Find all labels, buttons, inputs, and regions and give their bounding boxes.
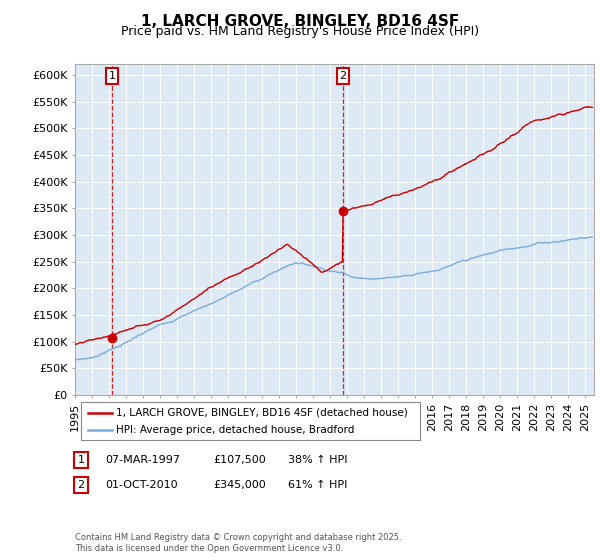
Text: 1: 1	[77, 455, 85, 465]
Text: £345,000: £345,000	[213, 480, 266, 490]
Text: 1, LARCH GROVE, BINGLEY, BD16 4SF: 1, LARCH GROVE, BINGLEY, BD16 4SF	[141, 14, 459, 29]
Text: 01-OCT-2010: 01-OCT-2010	[105, 480, 178, 490]
Text: HPI: Average price, detached house, Bradford: HPI: Average price, detached house, Brad…	[116, 425, 354, 435]
Text: 07-MAR-1997: 07-MAR-1997	[105, 455, 180, 465]
Text: 1, LARCH GROVE, BINGLEY, BD16 4SF (detached house): 1, LARCH GROVE, BINGLEY, BD16 4SF (detac…	[116, 408, 407, 418]
Text: 38% ↑ HPI: 38% ↑ HPI	[288, 455, 347, 465]
Text: 2: 2	[340, 71, 347, 81]
Text: £107,500: £107,500	[213, 455, 266, 465]
Text: Contains HM Land Registry data © Crown copyright and database right 2025.
This d: Contains HM Land Registry data © Crown c…	[75, 533, 401, 553]
Text: 2: 2	[77, 480, 85, 490]
Text: Price paid vs. HM Land Registry's House Price Index (HPI): Price paid vs. HM Land Registry's House …	[121, 25, 479, 38]
Text: 61% ↑ HPI: 61% ↑ HPI	[288, 480, 347, 490]
Text: 1: 1	[109, 71, 115, 81]
